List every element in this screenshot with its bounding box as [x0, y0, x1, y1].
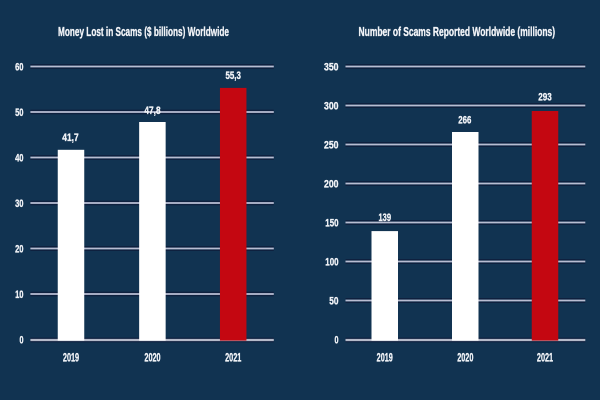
svg-text:41,7: 41,7 [62, 132, 78, 144]
svg-text:20: 20 [15, 244, 23, 256]
svg-text:250: 250 [324, 140, 339, 152]
svg-text:2019: 2019 [63, 350, 79, 364]
svg-text:Money Lost in Scams ($ billion: Money Lost in Scams ($ billions) Worldwi… [58, 24, 229, 39]
svg-text:50: 50 [15, 107, 23, 119]
svg-text:350: 350 [324, 62, 339, 74]
svg-text:30: 30 [15, 198, 23, 210]
svg-text:2020: 2020 [457, 350, 473, 364]
svg-text:50: 50 [329, 296, 338, 308]
svg-text:2021: 2021 [225, 350, 241, 364]
svg-text:40: 40 [15, 153, 23, 165]
svg-text:139: 139 [379, 212, 392, 224]
svg-text:47,8: 47,8 [144, 105, 160, 117]
svg-text:200: 200 [324, 179, 339, 191]
svg-text:293: 293 [538, 92, 552, 104]
svg-text:Number of Scams Reported World: Number of Scams Reported Worldwide (mill… [359, 24, 556, 39]
svg-text:266: 266 [458, 115, 471, 127]
svg-text:2021: 2021 [537, 350, 553, 364]
svg-text:10: 10 [15, 289, 23, 301]
svg-text:60: 60 [15, 62, 23, 74]
svg-text:0: 0 [335, 335, 339, 347]
svg-text:150: 150 [325, 218, 338, 230]
svg-text:55,3: 55,3 [226, 70, 241, 82]
svg-text:0: 0 [20, 335, 24, 347]
svg-text:300: 300 [324, 101, 339, 113]
svg-text:2020: 2020 [144, 350, 160, 364]
svg-text:2019: 2019 [377, 350, 393, 364]
svg-text:100: 100 [325, 257, 338, 269]
